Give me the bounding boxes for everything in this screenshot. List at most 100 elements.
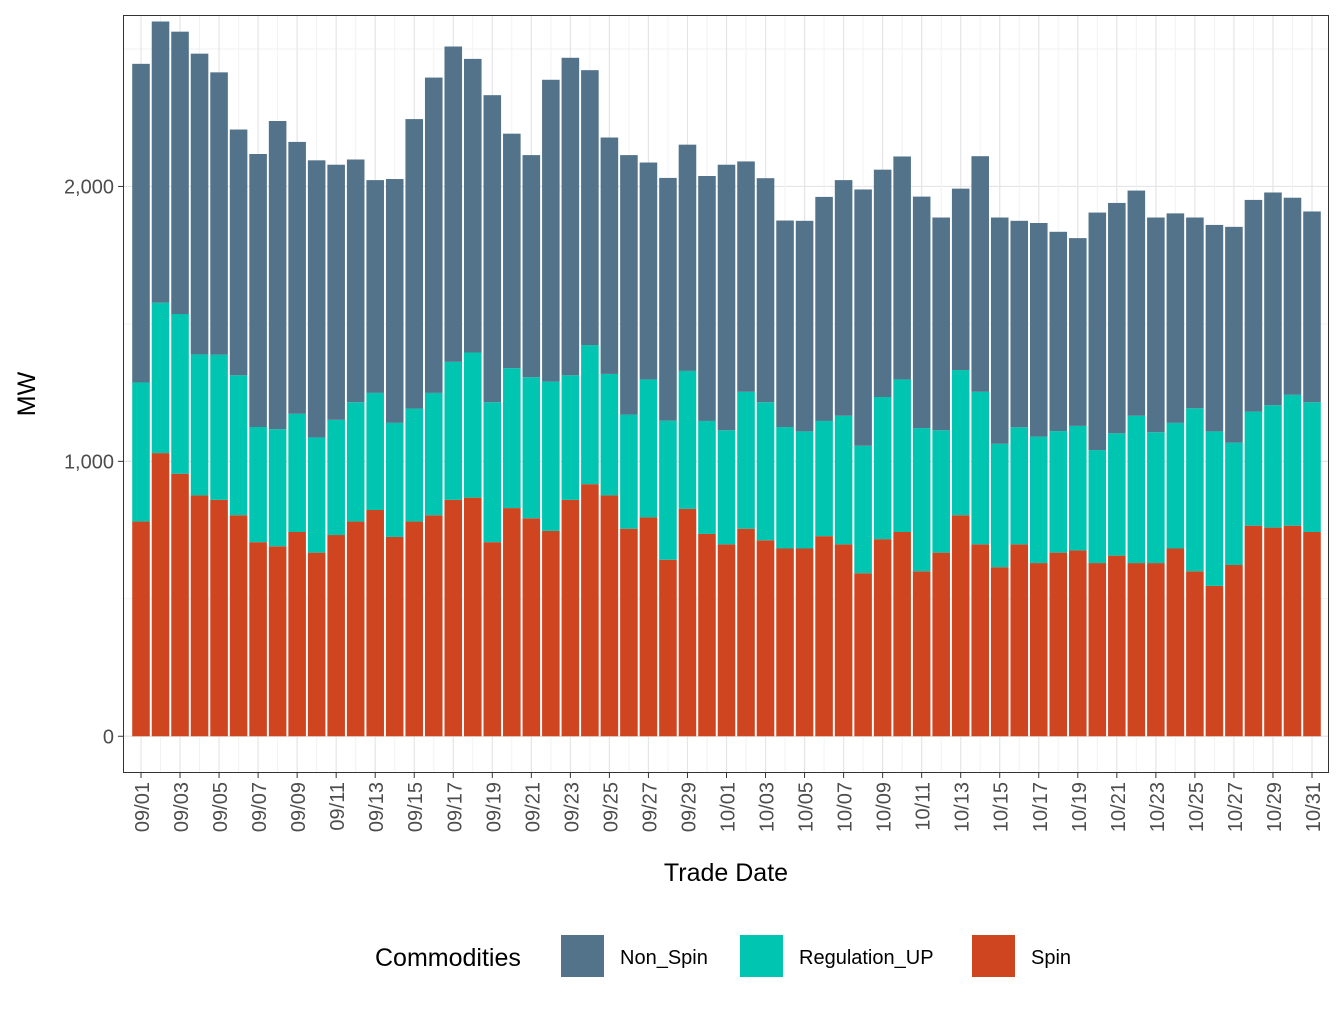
bar-non-spin-10-25 [1186, 217, 1204, 409]
bar-spin-10-19 [1069, 550, 1087, 737]
bar-non-spin-10-21 [1108, 202, 1126, 434]
bar-regulation-up-10-13 [951, 370, 970, 516]
bar-regulation-up-10-27 [1225, 442, 1243, 565]
bar-regulation-up-10-12 [932, 430, 950, 553]
bar-non-spin-09-30 [698, 175, 716, 421]
bar-spin-10-12 [932, 552, 950, 737]
bar-non-spin-09-10 [307, 160, 326, 438]
bar-spin-09-16 [424, 515, 443, 737]
bar-regulation-up-10-11 [912, 428, 931, 572]
bar-regulation-up-10-16 [1010, 427, 1029, 545]
bar-regulation-up-10-05 [795, 431, 814, 549]
bar-spin-09-07 [249, 542, 267, 737]
y-axis: 0 1,000 2,000 [64, 176, 124, 748]
bar-non-spin-10-02 [737, 161, 755, 392]
bar-non-spin-09-09 [288, 141, 306, 414]
bar-non-spin-09-03 [171, 31, 189, 315]
bar-non-spin-10-24 [1166, 213, 1185, 423]
bar-non-spin-09-20 [503, 133, 521, 369]
bar-regulation-up-10-23 [1147, 432, 1165, 564]
bar-regulation-up-09-27 [639, 379, 658, 518]
bar-spin-10-18 [1049, 552, 1068, 737]
bar-spin-10-16 [1010, 544, 1029, 737]
x-tick-label: 09/03 [171, 782, 193, 832]
bar-non-spin-09-15 [405, 119, 424, 409]
bar-spin-09-09 [288, 532, 306, 737]
bar-spin-09-19 [483, 542, 502, 737]
x-tick-label: 09/23 [561, 782, 583, 832]
x-tick-label: 09/07 [249, 782, 271, 832]
bar-non-spin-10-17 [1029, 223, 1048, 437]
bar-regulation-up-10-19 [1069, 425, 1087, 551]
bar-regulation-up-09-04 [190, 354, 209, 496]
bar-regulation-up-10-22 [1127, 415, 1146, 564]
x-tick-label: 10/27 [1225, 782, 1247, 832]
bar-non-spin-10-22 [1127, 190, 1146, 416]
bar-spin-09-10 [307, 552, 326, 737]
bar-regulation-up-09-29 [678, 370, 697, 509]
bar-regulation-up-09-26 [620, 414, 638, 529]
bar-spin-09-27 [639, 517, 658, 737]
bar-regulation-up-09-21 [522, 377, 541, 519]
bar-regulation-up-09-17 [444, 361, 463, 500]
x-tick-label: 10/01 [718, 782, 740, 832]
bar-spin-10-10 [893, 532, 911, 737]
bar-spin-10-08 [854, 573, 872, 737]
bar-spin-10-23 [1147, 563, 1165, 737]
x-axis-title: Trade Date [664, 859, 788, 887]
bar-spin-09-08 [268, 546, 287, 737]
bar-spin-10-01 [717, 544, 736, 737]
bar-regulation-up-10-31 [1303, 402, 1321, 533]
x-tick-label: 09/05 [210, 782, 232, 832]
y-tick-label: 1,000 [64, 451, 114, 473]
bar-non-spin-10-01 [717, 164, 736, 431]
bar-regulation-up-09-19 [483, 402, 502, 543]
bar-non-spin-10-09 [873, 169, 892, 398]
bar-spin-09-26 [620, 528, 638, 737]
bar-non-spin-09-13 [366, 180, 384, 393]
bar-regulation-up-10-24 [1166, 422, 1185, 549]
bar-spin-10-02 [737, 528, 755, 737]
bar-spin-09-11 [327, 535, 345, 737]
bar-spin-10-17 [1029, 563, 1048, 737]
bar-regulation-up-10-30 [1283, 394, 1302, 526]
bar-regulation-up-09-12 [346, 402, 365, 522]
x-tick-label: 09/01 [132, 782, 154, 832]
bar-regulation-up-09-14 [385, 422, 404, 537]
x-tick-label: 09/29 [678, 782, 700, 832]
bar-spin-10-30 [1283, 525, 1302, 737]
bar-spin-09-12 [346, 521, 365, 737]
bar-non-spin-10-18 [1049, 231, 1068, 432]
bar-non-spin-09-02 [151, 21, 170, 303]
bar-spin-10-25 [1186, 571, 1204, 737]
bar-regulation-up-09-09 [288, 413, 306, 533]
bar-spin-10-06 [815, 536, 833, 737]
legend-key-regulation-up [740, 935, 783, 977]
bar-regulation-up-09-30 [698, 420, 716, 534]
bar-spin-09-05 [210, 499, 228, 737]
x-tick-label: 10/15 [991, 782, 1013, 832]
bar-spin-09-18 [464, 497, 482, 737]
bar-regulation-up-09-11 [327, 419, 345, 536]
bar-non-spin-10-28 [1244, 199, 1263, 412]
bar-spin-10-20 [1088, 563, 1107, 737]
x-tick-label: 09/21 [522, 782, 544, 832]
bar-regulation-up-10-07 [834, 415, 853, 545]
bar-spin-09-29 [678, 508, 697, 737]
bar-regulation-up-09-18 [464, 352, 482, 498]
x-tick-label: 10/13 [952, 782, 974, 832]
bar-non-spin-09-26 [620, 155, 638, 415]
bar-regulation-up-10-09 [873, 397, 892, 540]
x-tick-label: 09/09 [288, 782, 310, 832]
bar-spin-10-07 [834, 544, 853, 737]
bar-spin-09-02 [151, 453, 170, 737]
bar-non-spin-10-26 [1205, 224, 1224, 432]
bar-spin-09-23 [561, 499, 580, 737]
bar-spin-09-15 [405, 521, 424, 737]
bar-regulation-up-09-02 [151, 302, 170, 454]
bar-non-spin-10-23 [1147, 217, 1165, 433]
x-tick-label: 10/21 [1108, 782, 1130, 832]
bar-regulation-up-09-06 [229, 375, 248, 516]
bar-non-spin-09-23 [561, 57, 580, 376]
